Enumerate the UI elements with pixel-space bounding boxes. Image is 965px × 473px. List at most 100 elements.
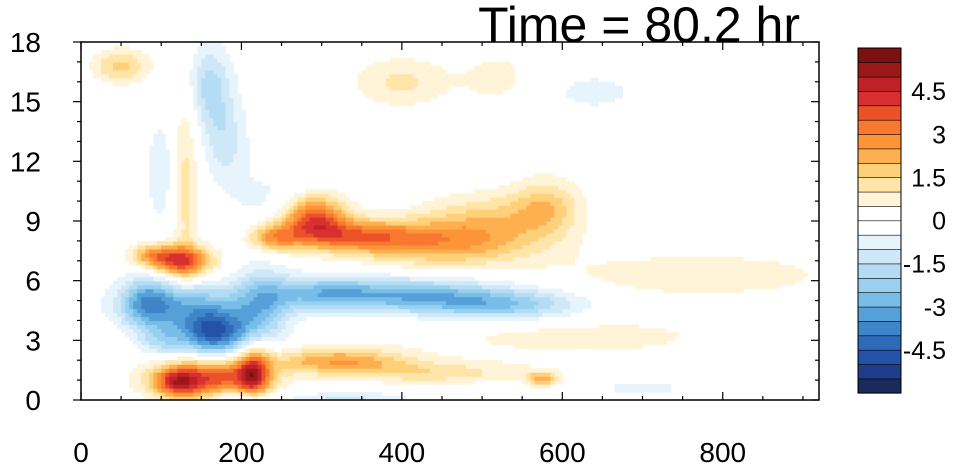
- field-cell: [682, 280, 688, 286]
- field-cell: [498, 312, 503, 318]
- field-cell: [562, 312, 567, 318]
- field-cell: [570, 221, 575, 226]
- field-cell: [145, 292, 150, 298]
- field-cell: [369, 364, 375, 369]
- field-cell: [558, 336, 563, 341]
- field-cell: [730, 284, 736, 290]
- field-cell: [289, 324, 295, 329]
- field-cell: [662, 260, 668, 266]
- field-cell: [550, 177, 555, 182]
- field-cell: [514, 376, 519, 381]
- field-cell: [450, 197, 455, 202]
- field-cell: [321, 240, 327, 246]
- field-cell: [161, 177, 166, 182]
- field-cell: [277, 300, 283, 306]
- field-cell: [349, 256, 355, 262]
- field-cell: [389, 364, 395, 369]
- field-cell: [193, 232, 198, 238]
- field-cell: [393, 360, 399, 365]
- field-cell: [538, 376, 543, 381]
- field-cell: [269, 292, 275, 298]
- field-cell: [161, 252, 166, 258]
- field-cell: [253, 352, 259, 357]
- field-cell: [377, 296, 383, 302]
- field-cell: [261, 193, 267, 198]
- field-cell: [297, 213, 303, 218]
- field-cell: [237, 193, 243, 198]
- field-cell: [213, 328, 218, 333]
- field-cell: [758, 264, 764, 270]
- field-cell: [454, 380, 459, 385]
- field-cell: [161, 260, 166, 266]
- field-cell: [133, 244, 138, 250]
- field-cell: [281, 348, 287, 353]
- field-cell: [313, 201, 319, 206]
- field-cell: [369, 236, 375, 242]
- field-cell: [213, 173, 218, 178]
- field-cell: [666, 388, 672, 393]
- field-cell: [526, 189, 531, 194]
- field-cell: [738, 268, 744, 274]
- field-cell: [550, 209, 555, 214]
- field-cell: [522, 177, 527, 182]
- field-cell: [578, 240, 583, 246]
- field-cell: [133, 380, 138, 385]
- field-cell: [498, 217, 503, 222]
- field-cell: [157, 332, 162, 337]
- field-cell: [490, 221, 495, 226]
- field-cell: [281, 213, 287, 218]
- field-cell: [221, 308, 226, 314]
- field-cell: [437, 201, 443, 206]
- field-cell: [129, 276, 134, 282]
- field-cell: [570, 217, 575, 222]
- field-cell: [173, 312, 178, 318]
- field-cell: [285, 328, 291, 333]
- field-cell: [510, 316, 515, 322]
- field-cell: [554, 296, 559, 302]
- field-cell: [353, 304, 359, 310]
- field-cell: [389, 224, 395, 230]
- field-cell: [466, 284, 471, 290]
- field-cell: [582, 224, 587, 230]
- field-cell: [289, 312, 295, 318]
- field-cell: [153, 264, 158, 270]
- field-cell: [197, 388, 202, 393]
- field-cell: [133, 296, 138, 302]
- field-cell: [241, 392, 247, 397]
- field-cell: [181, 324, 186, 329]
- field-cell: [494, 189, 499, 194]
- field-cell: [245, 236, 251, 242]
- field-cell: [269, 328, 275, 333]
- field-cell: [425, 236, 431, 242]
- field-cell: [321, 248, 327, 254]
- field-cell: [393, 236, 399, 242]
- field-cell: [249, 236, 255, 242]
- field-cell: [662, 328, 668, 333]
- field-cell: [177, 240, 182, 246]
- field-cell: [177, 340, 182, 345]
- field-cell: [397, 396, 403, 400]
- field-cell: [486, 228, 491, 234]
- field-cell: [538, 296, 543, 302]
- field-cell: [742, 272, 748, 278]
- field-cell: [277, 320, 283, 326]
- field-cell: [662, 384, 668, 389]
- field-cell: [193, 205, 198, 210]
- field-cell: [413, 205, 419, 210]
- field-cell: [462, 316, 467, 322]
- field-cell: [241, 181, 247, 186]
- field-cell: [570, 292, 575, 298]
- field-cell: [325, 360, 331, 365]
- field-cell: [329, 356, 335, 361]
- field-cell: [393, 372, 399, 377]
- field-cell: [538, 300, 543, 306]
- field-cell: [253, 372, 259, 377]
- field-cell: [602, 340, 608, 345]
- field-cell: [317, 224, 323, 230]
- field-cell: [454, 217, 459, 222]
- field-cell: [518, 332, 523, 337]
- field-cell: [534, 232, 539, 238]
- field-cell: [333, 352, 339, 357]
- field-cell: [546, 376, 551, 381]
- field-cell: [145, 280, 150, 286]
